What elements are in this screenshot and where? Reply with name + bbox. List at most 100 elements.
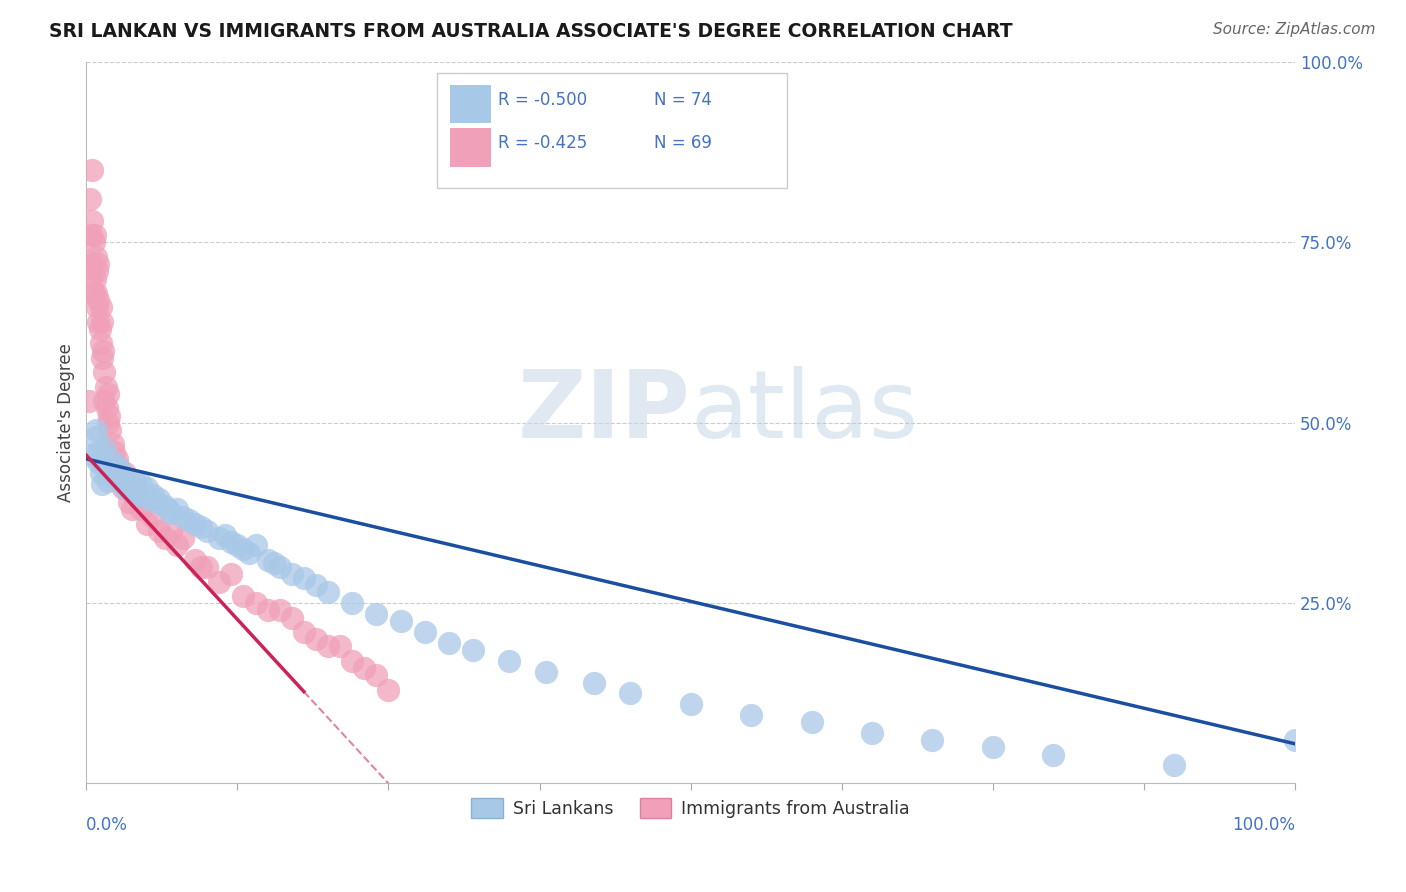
Point xyxy=(87,257,110,271)
Point xyxy=(103,470,125,484)
Point xyxy=(208,531,231,545)
Point xyxy=(256,603,278,617)
Point xyxy=(100,459,122,474)
Point xyxy=(91,351,114,365)
Point xyxy=(166,538,188,552)
Point xyxy=(214,527,236,541)
Point xyxy=(461,643,484,657)
Point xyxy=(221,567,243,582)
Point xyxy=(256,553,278,567)
Point xyxy=(91,343,114,358)
Point xyxy=(281,610,304,624)
Point xyxy=(108,463,131,477)
Point xyxy=(134,488,156,502)
Point xyxy=(245,538,267,552)
Point xyxy=(79,257,101,271)
Point xyxy=(1284,733,1306,747)
Point xyxy=(281,567,304,582)
Point xyxy=(103,444,125,458)
Point xyxy=(90,467,112,481)
Point xyxy=(342,596,364,610)
Point xyxy=(105,459,128,474)
Point xyxy=(145,495,167,509)
Point xyxy=(195,560,218,574)
Point xyxy=(160,524,183,538)
Text: N = 74: N = 74 xyxy=(654,91,713,109)
Point xyxy=(135,481,157,495)
Point xyxy=(292,571,315,585)
Point xyxy=(1163,758,1185,772)
Point xyxy=(87,444,110,458)
Text: R = -0.500: R = -0.500 xyxy=(499,91,588,109)
Point xyxy=(269,560,291,574)
Point xyxy=(172,509,194,524)
Point xyxy=(97,387,120,401)
Point xyxy=(83,271,105,285)
Point xyxy=(153,531,176,545)
Point xyxy=(105,467,128,481)
Point xyxy=(91,477,114,491)
FancyBboxPatch shape xyxy=(450,128,491,167)
Point xyxy=(86,264,108,278)
Point xyxy=(129,502,152,516)
Point xyxy=(82,257,104,271)
Point xyxy=(413,625,436,640)
Point xyxy=(190,520,212,534)
Point xyxy=(437,636,460,650)
Point xyxy=(93,459,115,474)
Point xyxy=(96,401,118,416)
Text: 0.0%: 0.0% xyxy=(86,816,128,834)
Point xyxy=(263,557,285,571)
Point xyxy=(108,474,131,488)
Point xyxy=(157,502,180,516)
Point xyxy=(111,477,134,491)
Point xyxy=(232,589,254,603)
Point xyxy=(96,467,118,481)
Point xyxy=(87,315,110,329)
Point xyxy=(84,250,107,264)
Point xyxy=(221,534,243,549)
Point xyxy=(342,654,364,668)
Text: ZIP: ZIP xyxy=(517,366,690,458)
Text: N = 69: N = 69 xyxy=(654,135,713,153)
Point xyxy=(125,488,148,502)
Point xyxy=(148,491,170,506)
Point xyxy=(79,192,101,206)
Point xyxy=(100,423,122,437)
Point xyxy=(83,285,105,300)
Point xyxy=(305,632,328,647)
Point xyxy=(101,463,124,477)
Point xyxy=(107,459,129,474)
Point xyxy=(619,686,641,700)
Point xyxy=(232,542,254,557)
Point xyxy=(124,481,146,495)
Point xyxy=(498,654,520,668)
Point xyxy=(160,506,183,520)
Point xyxy=(98,409,121,423)
Point xyxy=(142,509,165,524)
Legend: Sri Lankans, Immigrants from Australia: Sri Lankans, Immigrants from Australia xyxy=(464,791,917,825)
Point xyxy=(82,448,104,462)
Point xyxy=(117,495,139,509)
Point xyxy=(245,596,267,610)
Point xyxy=(269,603,291,617)
Point xyxy=(329,640,352,654)
Point xyxy=(86,301,108,315)
Point xyxy=(135,516,157,531)
Point xyxy=(77,394,100,409)
Point xyxy=(177,513,200,527)
Point xyxy=(740,708,762,723)
Point xyxy=(83,430,105,444)
Point xyxy=(129,477,152,491)
Point xyxy=(111,470,134,484)
Point xyxy=(153,499,176,513)
Point xyxy=(114,481,136,495)
Text: 100.0%: 100.0% xyxy=(1232,816,1295,834)
Point xyxy=(108,467,131,481)
Point xyxy=(105,451,128,466)
Point xyxy=(166,502,188,516)
Point xyxy=(117,477,139,491)
Point xyxy=(82,214,104,228)
Point xyxy=(87,293,110,308)
Point xyxy=(366,607,388,621)
